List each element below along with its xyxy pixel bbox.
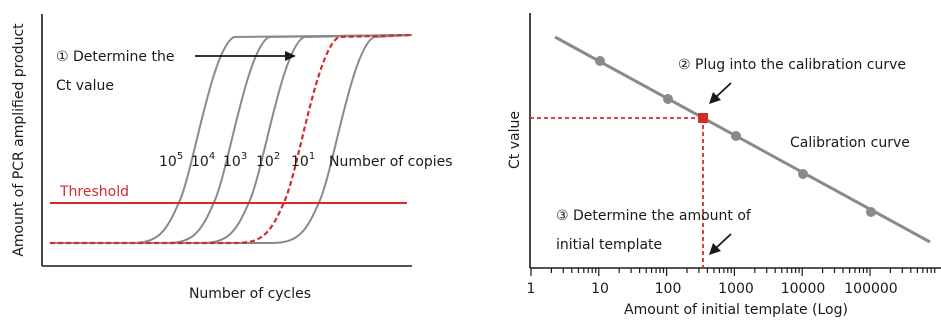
unknown-sample-marker [698,113,708,123]
step2-label: ② Plug into the calibration curve [678,57,906,73]
copies-label-10-3: 103 [223,151,247,170]
tick-label-10: 10 [591,281,609,297]
right-x-axis-label: Amount of initial template (Log) [624,302,848,318]
threshold-label: Threshold [59,184,129,200]
step3-label-line2: initial template [556,237,662,253]
copies-label-10-2: 102 [256,151,280,170]
step1-arrow-icon [195,51,296,61]
tick-label-1: 1 [527,281,536,297]
calibration-point-10 [595,56,605,66]
calibration-points [595,56,876,217]
left-panel: Threshold Amount of PCR amplified produc… [11,14,453,302]
x-tick-labels: 1 10 100 1000 10000 100000 [527,281,898,297]
right-y-axis-label: Ct value [507,111,523,169]
calibration-point-100000 [866,207,876,217]
step2-arrow-icon [709,82,732,104]
tick-label-100000: 100000 [844,281,897,297]
left-x-axis-label: Number of cycles [189,286,311,302]
tick-label-100: 100 [655,281,682,297]
step1-label-line2: Ct value [56,78,114,94]
calibration-curve-label: Calibration curve [790,135,910,151]
step3-label-line1: ③ Determine the amount of [556,208,752,224]
calibration-point-100 [663,94,673,104]
left-y-axis-label: Amount of PCR amplified product [11,23,27,257]
step1-label-line1: ① Determine the [56,49,174,65]
copies-label-10-1: 101 [291,151,315,170]
calibration-point-10000 [798,169,808,179]
calibration-line [554,35,931,244]
curve-10-1 [50,34,413,244]
amplification-curves [50,34,413,244]
copy-number-labels: 105 104 103 102 101 [159,151,315,170]
tick-label-1000: 1000 [718,281,754,297]
copies-legend-label: Number of copies [329,154,453,170]
copies-label-10-4: 104 [191,151,215,170]
tick-label-10000: 10000 [781,281,826,297]
step3-arrow-icon [709,233,732,255]
right-panel: 1 10 100 1000 10000 100000 Amount of ini… [507,13,941,318]
copies-label-10-5: 105 [159,151,183,170]
calibration-point-1000 [731,131,741,141]
x-axis-log-ticks [530,268,936,276]
